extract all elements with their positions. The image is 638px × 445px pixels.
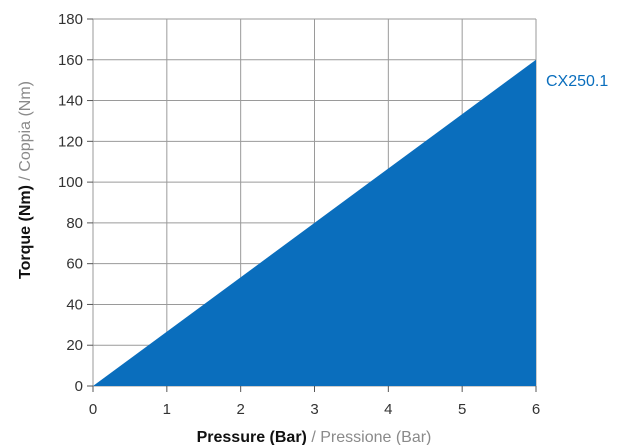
- y-axis-title: Torque (Nm) / Coppia (Nm): [17, 81, 34, 279]
- y-tick-label: 120: [58, 133, 83, 150]
- area-series-fill: [93, 59, 536, 387]
- y-tick-label: 0: [75, 378, 83, 395]
- series-labels: CX250.1: [546, 73, 608, 90]
- x-tick-label: 4: [384, 401, 392, 418]
- y-tick-label: 160: [58, 52, 83, 69]
- x-tick-label: 6: [532, 401, 540, 418]
- y-axis-title-primary: Torque (Nm): [17, 185, 34, 279]
- y-axis-title-secondary: Coppia (Nm): [17, 81, 34, 172]
- y-tick-label: 180: [58, 11, 83, 28]
- y-axis-title-separator: /: [17, 176, 34, 181]
- x-tick-label: 3: [310, 401, 318, 418]
- x-tick-label: 1: [163, 401, 171, 418]
- y-tick-label: 80: [66, 215, 83, 232]
- y-tick-label: 40: [66, 296, 83, 313]
- x-axis-ticks: 0 1 2 3 4 5 6: [89, 386, 540, 418]
- x-axis-title-secondary: Pressione (Bar): [320, 429, 431, 445]
- y-tick-label: 60: [66, 256, 83, 273]
- x-tick-label: 0: [89, 401, 97, 418]
- x-axis-title: Pressure (Bar) / Pressione (Bar): [197, 429, 432, 445]
- series-label: CX250.1: [546, 73, 608, 90]
- x-tick-label: 5: [458, 401, 466, 418]
- x-tick-label: 2: [236, 401, 244, 418]
- y-tick-label: 100: [58, 174, 83, 191]
- y-tick-label: 140: [58, 93, 83, 110]
- area-layer: [93, 59, 536, 387]
- x-axis-title-primary: Pressure (Bar): [197, 429, 307, 445]
- y-tick-label: 20: [66, 337, 83, 354]
- y-axis-ticks: 0 20 40 60 80 100 120 140 160 180: [58, 11, 93, 395]
- x-axis-title-separator: /: [311, 429, 316, 445]
